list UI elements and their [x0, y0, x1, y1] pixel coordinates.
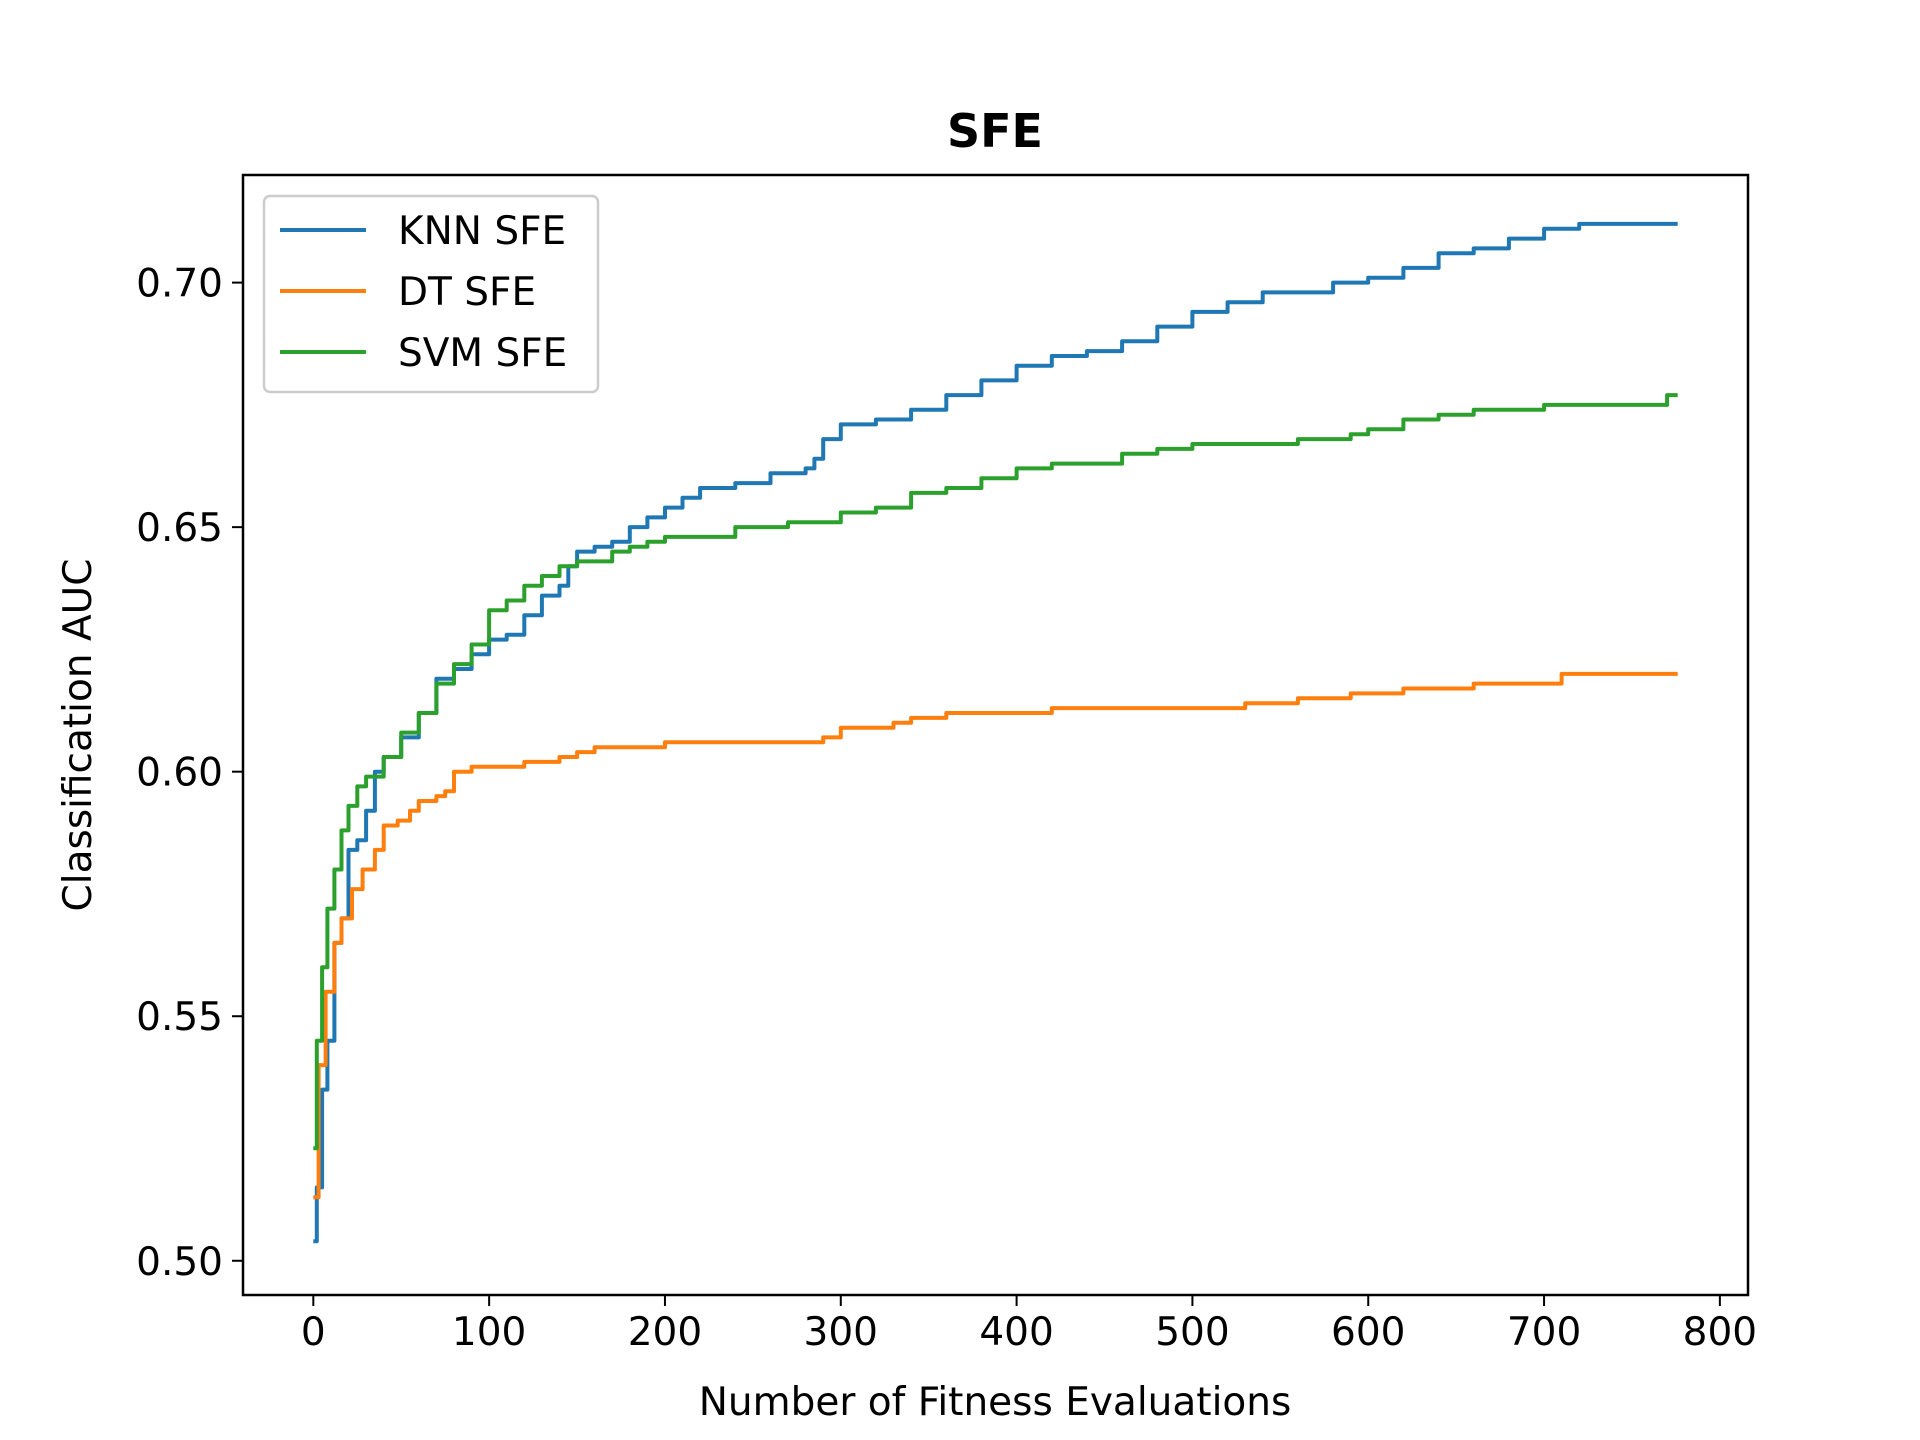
legend-box — [262, 194, 600, 394]
plot-frame — [241, 173, 1750, 1297]
y-tick-label: 0.50 — [136, 1240, 223, 1285]
x-axis-label: Number of Fitness Evaluations — [699, 1380, 1292, 1425]
x-tick-label: 400 — [979, 1310, 1053, 1355]
x-tick-label: 700 — [1507, 1310, 1581, 1355]
x-tick-label: 800 — [1683, 1310, 1757, 1355]
chart-title: SFE — [947, 104, 1043, 158]
x-tick-label: 500 — [1155, 1310, 1229, 1355]
x-tick-label: 0 — [301, 1310, 326, 1355]
legend-label-0: KNN SFE — [398, 209, 566, 254]
y-axis: 0.50 0.55 0.60 0.65 0.70 — [136, 262, 243, 1285]
x-tick-label: 100 — [452, 1310, 526, 1355]
x-tick-label: 300 — [804, 1310, 878, 1355]
x-tick-label: 200 — [628, 1310, 702, 1355]
series-line-1 — [313, 671, 1678, 1200]
y-tick-label: 0.55 — [136, 995, 223, 1040]
x-axis: 0 100 200 300 400 500 600 700 800 — [301, 1295, 1757, 1355]
y-tick-label: 0.70 — [136, 262, 223, 307]
y-axis-label: Classification AUC — [56, 559, 101, 912]
legend-label-1: DT SFE — [398, 270, 536, 315]
series-lines — [313, 221, 1678, 1244]
x-tick-label: 600 — [1331, 1310, 1405, 1355]
y-tick-label: 0.65 — [136, 506, 223, 551]
series-line-2 — [313, 393, 1678, 1151]
legend: KNN SFE DT SFE SVM SFE — [262, 194, 600, 394]
y-tick-label: 0.60 — [136, 751, 223, 796]
legend-label-2: SVM SFE — [398, 331, 567, 376]
